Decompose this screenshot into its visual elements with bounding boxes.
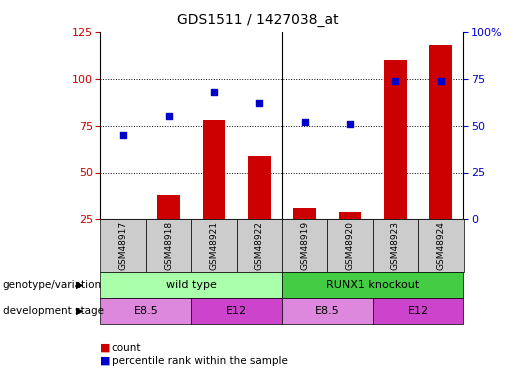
Text: GSM48920: GSM48920 xyxy=(346,221,354,270)
Text: E12: E12 xyxy=(226,306,247,316)
Bar xyxy=(202,120,225,219)
Text: GSM48924: GSM48924 xyxy=(436,221,445,270)
Text: GSM48923: GSM48923 xyxy=(391,221,400,270)
Text: GDS1511 / 1427038_at: GDS1511 / 1427038_at xyxy=(177,13,338,27)
Text: E8.5: E8.5 xyxy=(315,306,340,316)
Bar xyxy=(248,156,270,219)
Point xyxy=(391,78,400,84)
Bar xyxy=(294,208,316,219)
Point xyxy=(437,78,445,84)
Bar xyxy=(157,195,180,219)
Text: ▶: ▶ xyxy=(76,280,83,290)
Text: RUNX1 knockout: RUNX1 knockout xyxy=(326,280,419,290)
Point xyxy=(164,113,173,119)
Text: ■: ■ xyxy=(100,356,111,366)
Text: ■: ■ xyxy=(100,343,111,353)
Bar xyxy=(384,60,407,219)
Text: GSM48918: GSM48918 xyxy=(164,221,173,270)
Point xyxy=(255,100,263,106)
Text: GSM48922: GSM48922 xyxy=(255,221,264,270)
Text: GSM48919: GSM48919 xyxy=(300,221,309,270)
Point xyxy=(301,119,309,125)
Bar xyxy=(339,212,362,219)
Bar xyxy=(430,45,452,219)
Text: E12: E12 xyxy=(407,306,428,316)
Text: ▶: ▶ xyxy=(76,306,83,316)
Text: E8.5: E8.5 xyxy=(133,306,158,316)
Text: percentile rank within the sample: percentile rank within the sample xyxy=(112,356,288,366)
Text: GSM48917: GSM48917 xyxy=(118,221,128,270)
Text: wild type: wild type xyxy=(166,280,217,290)
Text: GSM48921: GSM48921 xyxy=(210,221,218,270)
Point xyxy=(119,132,127,138)
Point xyxy=(346,121,354,127)
Text: count: count xyxy=(112,343,141,353)
Text: development stage: development stage xyxy=(3,306,104,316)
Point xyxy=(210,89,218,95)
Text: genotype/variation: genotype/variation xyxy=(3,280,101,290)
